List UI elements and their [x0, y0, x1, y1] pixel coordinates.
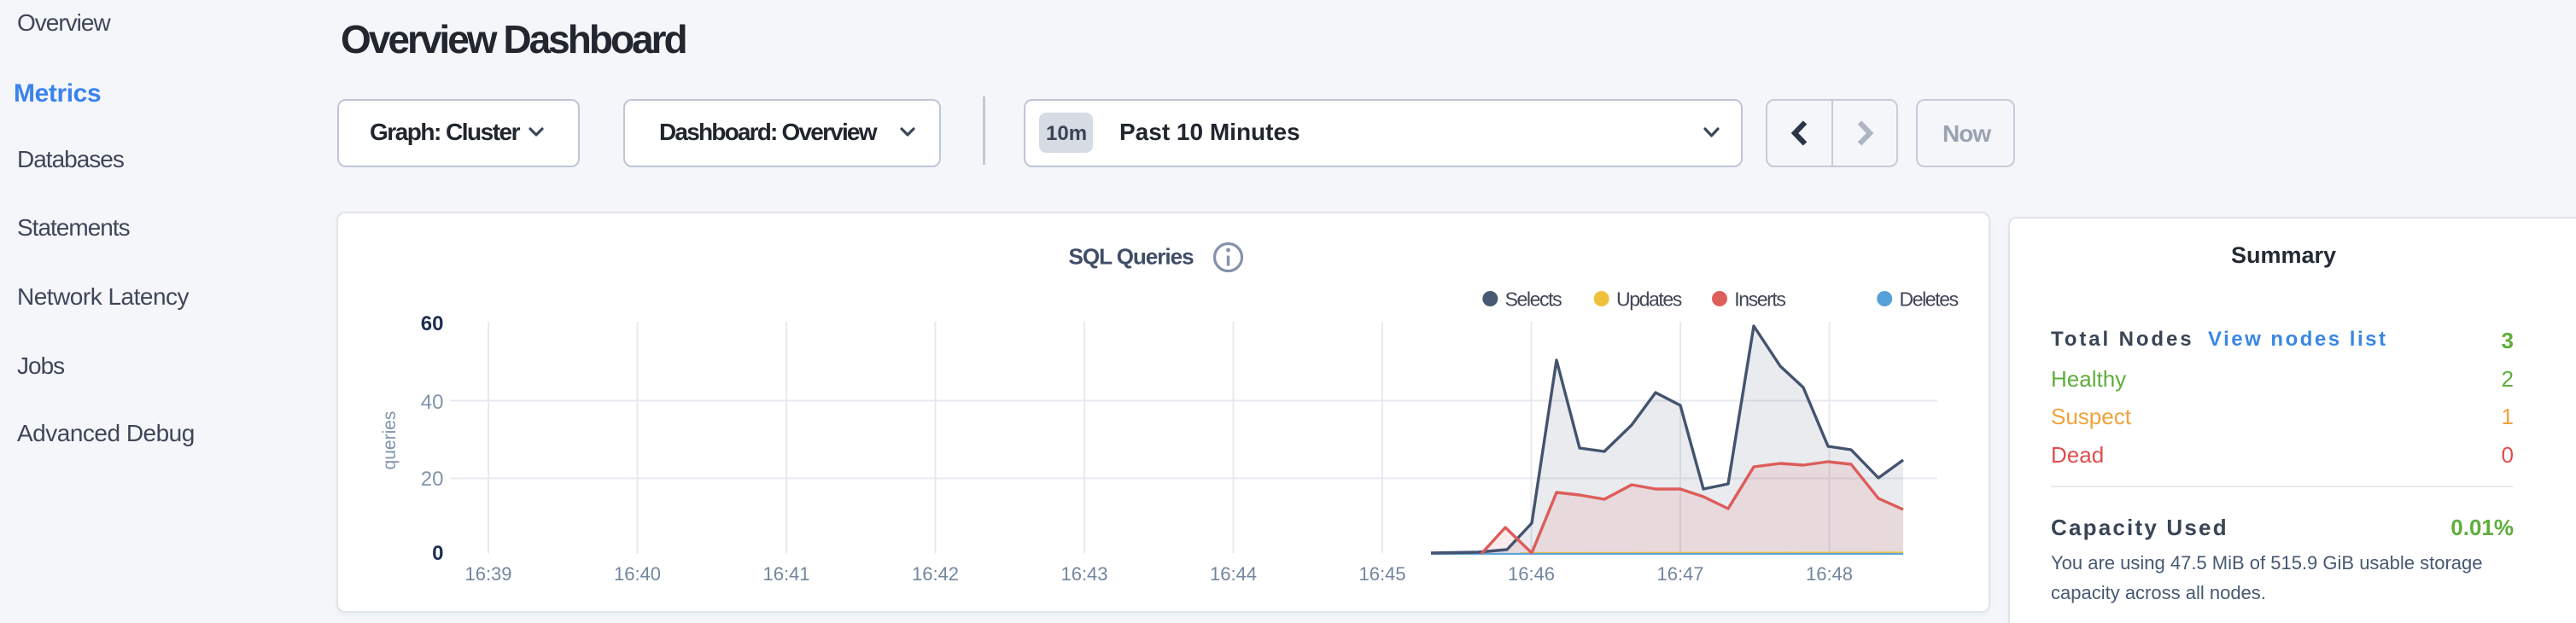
svg-text:16:48: 16:48: [1806, 563, 1853, 585]
svg-text:Selects: Selects: [1505, 288, 1563, 311]
svg-text:16:40: 16:40: [614, 563, 661, 585]
svg-text:16:39: 16:39: [464, 563, 511, 585]
svg-text:20: 20: [421, 468, 444, 491]
svg-text:16:46: 16:46: [1508, 563, 1555, 585]
svg-text:Inserts: Inserts: [1734, 288, 1785, 311]
svg-text:Updates: Updates: [1616, 288, 1682, 311]
svg-text:16:43: 16:43: [1060, 563, 1107, 585]
svg-text:SQL Queries: SQL Queries: [1069, 244, 1195, 270]
svg-text:60: 60: [421, 312, 444, 335]
svg-text:16:42: 16:42: [912, 563, 959, 585]
svg-text:16:41: 16:41: [762, 563, 809, 585]
svg-text:0: 0: [432, 542, 443, 565]
svg-text:40: 40: [421, 391, 444, 414]
svg-text:16:45: 16:45: [1358, 563, 1405, 585]
svg-text:Deletes: Deletes: [1900, 288, 1959, 311]
svg-text:16:47: 16:47: [1656, 563, 1703, 585]
svg-text:16:44: 16:44: [1210, 563, 1257, 585]
svg-text:queries: queries: [380, 411, 400, 470]
